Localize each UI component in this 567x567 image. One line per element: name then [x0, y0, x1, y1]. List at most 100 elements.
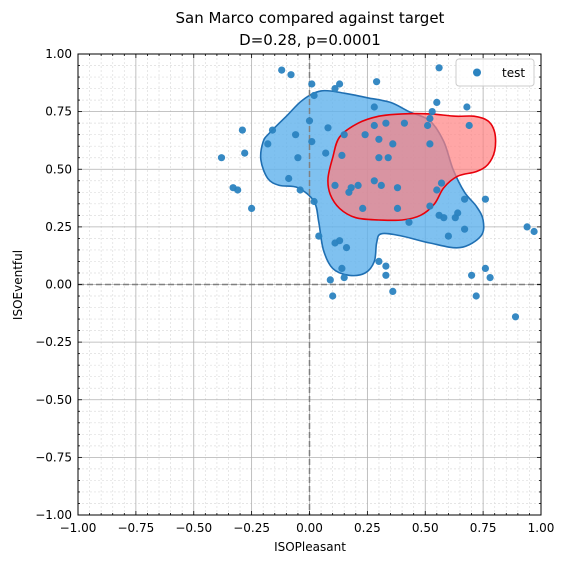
data-point: [393, 184, 402, 192]
y-tick-label: 0.00: [45, 278, 72, 292]
data-point: [444, 232, 452, 240]
data-point: [324, 124, 332, 132]
data-point: [384, 154, 392, 162]
data-point: [382, 119, 390, 127]
data-point: [268, 126, 277, 134]
data-point: [310, 197, 318, 206]
y-axis-label: ISOEventful: [11, 250, 25, 320]
data-point: [296, 186, 304, 194]
data-point: [248, 204, 256, 212]
x-tick-label: 0.50: [412, 521, 439, 535]
data-point: [308, 138, 316, 146]
x-axis-label: ISOPleasant: [274, 540, 346, 554]
data-point: [426, 114, 434, 123]
ticks: [77, 53, 542, 516]
data-point: [305, 117, 314, 125]
data-point: [481, 195, 489, 203]
data-point: [315, 232, 323, 240]
data-point: [465, 121, 473, 130]
data-point: [426, 202, 434, 210]
zero-lines: [78, 54, 541, 515]
legend[interactable]: test: [455, 58, 535, 87]
legend-marker: [473, 68, 481, 77]
chart-title: San Marco compared against target: [176, 9, 445, 27]
data-point: [347, 184, 355, 192]
data-point: [370, 177, 378, 185]
data-point: [463, 103, 471, 111]
x-tick-label: −1.00: [60, 521, 97, 535]
data-point: [322, 149, 330, 157]
y-tick-label: −1.00: [35, 508, 72, 522]
data-point: [329, 292, 337, 300]
y-tick-label: 0.25: [45, 220, 72, 234]
data-point: [238, 126, 246, 134]
data-point: [340, 131, 348, 139]
data-point: [375, 154, 383, 162]
x-tick-label: −0.25: [233, 521, 270, 535]
data-point: [393, 204, 402, 212]
data-point: [310, 91, 318, 100]
data-point: [331, 239, 339, 247]
data-point: [342, 244, 351, 252]
y-tick-label: 0.50: [45, 162, 72, 176]
data-point: [424, 121, 432, 130]
data-point: [264, 140, 272, 148]
x-tick-label: 0.25: [354, 521, 381, 535]
data-point: [433, 186, 441, 194]
data-point: [435, 64, 443, 72]
data-point: [234, 186, 242, 194]
data-point: [530, 227, 538, 236]
data-point: [278, 66, 286, 74]
y-tick-label: 0.75: [45, 105, 72, 119]
data-point: [454, 209, 462, 217]
data-point: [359, 204, 367, 212]
data-point: [370, 103, 378, 111]
data-point: [241, 149, 249, 157]
data-point: [292, 131, 300, 139]
data-point: [437, 179, 446, 187]
data-point: [400, 119, 408, 127]
scatter-points: [217, 64, 538, 321]
data-point: [389, 287, 397, 295]
data-point: [468, 271, 476, 279]
x-tick-label: 1.00: [528, 521, 555, 535]
data-point: [511, 313, 520, 321]
data-point: [440, 214, 448, 222]
x-tick-label: −0.75: [117, 521, 154, 535]
y-tick-label: 1.00: [45, 47, 72, 61]
data-point: [472, 292, 480, 300]
data-point: [461, 195, 469, 203]
data-point: [373, 78, 381, 86]
y-tick-label: −0.75: [35, 450, 72, 464]
data-point: [382, 271, 390, 279]
data-point: [336, 80, 344, 88]
data-point: [331, 181, 339, 189]
data-point: [382, 262, 390, 270]
y-tick-label: −0.50: [35, 393, 72, 407]
data-point: [375, 257, 383, 265]
data-point: [433, 98, 441, 106]
data-point: [361, 131, 369, 139]
x-tick-label: −0.50: [175, 521, 212, 535]
data-point: [326, 276, 334, 284]
data-point: [354, 181, 362, 189]
data-point: [405, 218, 413, 226]
data-point: [375, 135, 383, 143]
x-tick-labels: −1.00 −0.75 −0.50 −0.25 0.00 0.25 0.50 0.75 1.00: [60, 521, 555, 535]
data-point: [461, 225, 469, 233]
chart-subtitle: D=0.28, p=0.0001: [239, 31, 381, 49]
data-point: [428, 108, 436, 116]
y-tick-label: −0.25: [35, 335, 72, 349]
legend-label: test: [502, 66, 525, 80]
data-point: [481, 264, 489, 272]
data-point: [287, 71, 295, 79]
data-point: [340, 274, 348, 282]
data-point: [338, 264, 346, 272]
red-density-region: [327, 112, 497, 222]
data-point: [294, 154, 302, 162]
y-tick-labels: −1.00 −0.75 −0.50 −0.25 0.00 0.25 0.50 0.75 1.00: [35, 47, 72, 522]
data-point: [308, 80, 316, 88]
data-point: [389, 140, 397, 148]
data-point: [331, 85, 339, 93]
